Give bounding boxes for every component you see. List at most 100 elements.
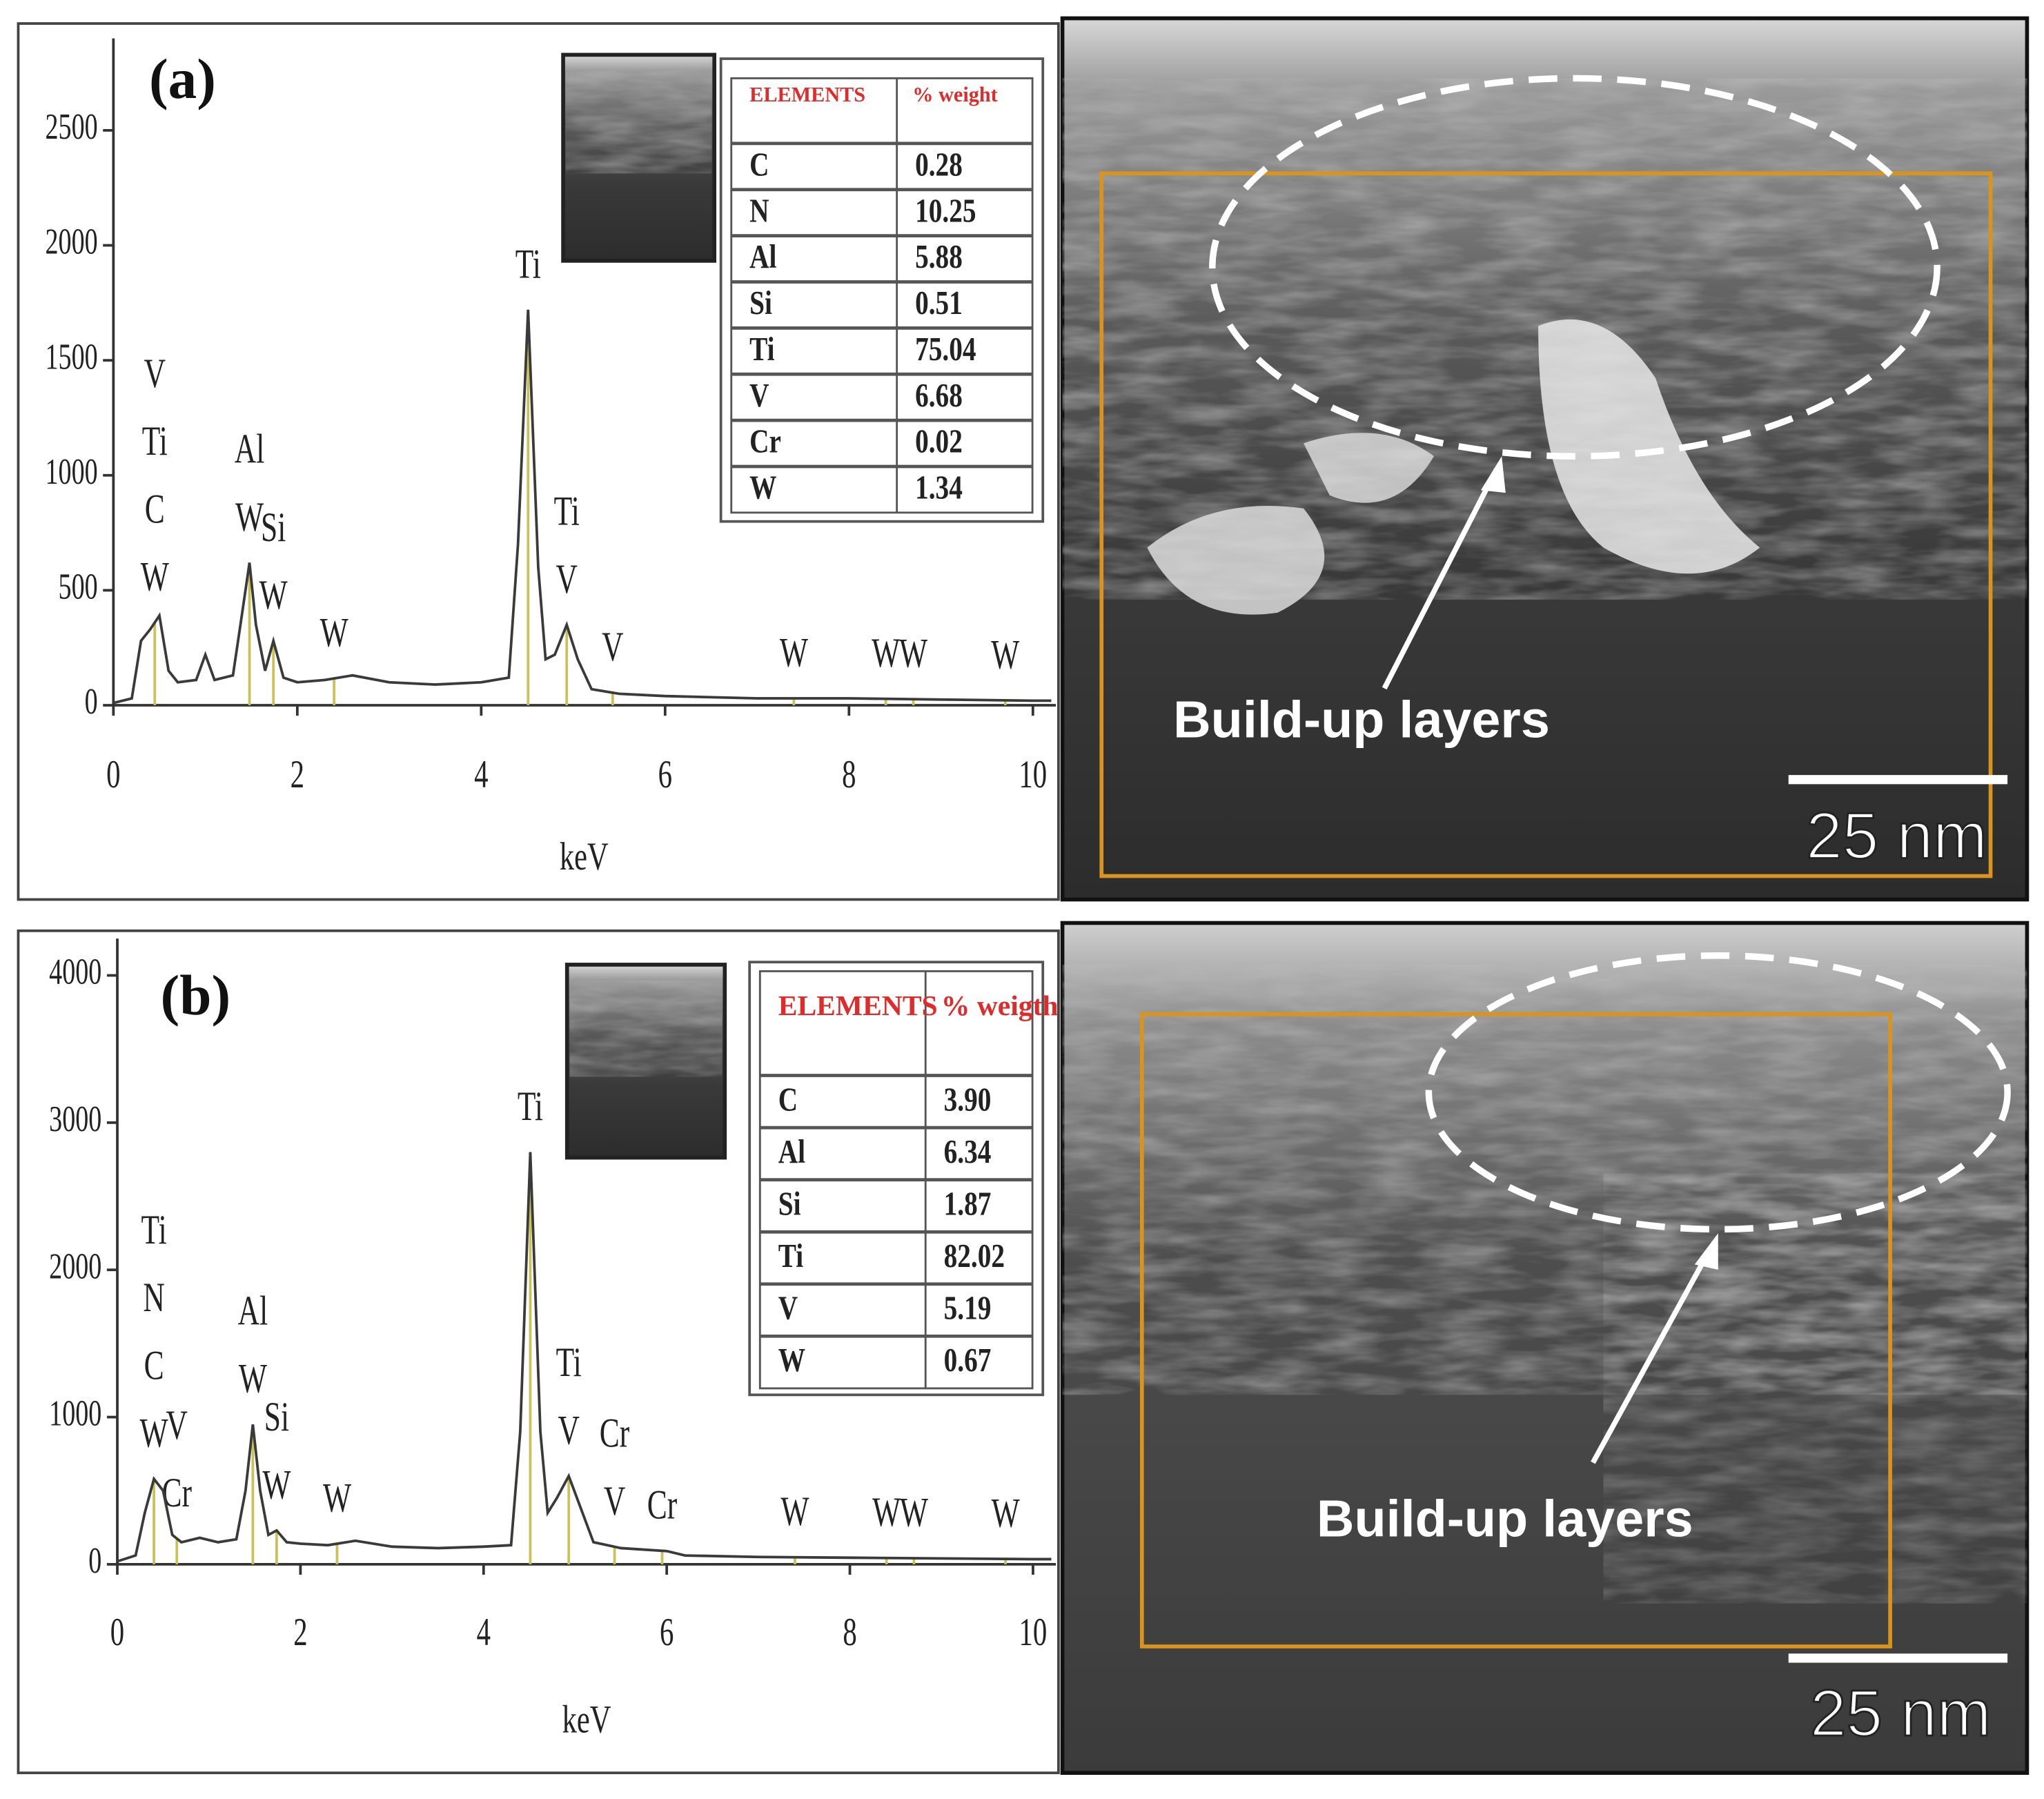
peak-label: W xyxy=(872,630,900,676)
table-cell: 75.04 xyxy=(915,330,976,368)
table-cell: 1.34 xyxy=(915,468,963,506)
y-tick-label: 0 xyxy=(85,681,98,722)
table-cell: V xyxy=(778,1289,798,1327)
peak-label: Cr xyxy=(647,1482,678,1528)
x-tick-label: 10 xyxy=(1019,1610,1048,1653)
peak-label: Ti xyxy=(142,418,168,464)
peak-label: W xyxy=(323,1475,351,1522)
peak-label: Ti xyxy=(518,1083,543,1130)
x-axis-label: keV xyxy=(562,1697,611,1740)
table-cell: V xyxy=(749,376,769,414)
arrow xyxy=(1382,468,1499,690)
peak-label: W xyxy=(992,1491,1020,1537)
peak-label: W xyxy=(780,1488,809,1535)
table-cell: Ti xyxy=(749,330,774,368)
panel-label: (b) xyxy=(161,963,231,1027)
table-frame xyxy=(719,57,1045,523)
y-tick-label: 500 xyxy=(59,566,98,607)
arrow-head xyxy=(1480,456,1506,493)
x-tick-label: 4 xyxy=(474,752,488,796)
peak-label: W xyxy=(320,610,348,656)
table-cell: Al xyxy=(778,1132,805,1170)
x-tick-label: 2 xyxy=(293,1610,307,1653)
peak-label: W xyxy=(900,1490,928,1536)
table-inner-frame xyxy=(730,77,1034,514)
x-tick-label: 8 xyxy=(843,1610,856,1653)
table-cell: 0.02 xyxy=(915,422,963,460)
peak-label: V xyxy=(602,624,623,670)
table-cell: 0.28 xyxy=(915,145,963,183)
peak-label: W xyxy=(141,554,169,600)
peak-label: Ti xyxy=(141,1207,167,1253)
peak-label: V xyxy=(558,1408,579,1454)
peak-label: V xyxy=(604,1478,625,1524)
peak-label: Al xyxy=(235,426,265,473)
highlight-ellipse xyxy=(1209,75,1940,460)
sem-texture xyxy=(1603,1173,2027,1604)
peak-label: Ti xyxy=(556,1339,582,1386)
x-tick-label: 2 xyxy=(291,752,304,796)
table-cell: 3.90 xyxy=(944,1080,992,1118)
y-tick-label: 2000 xyxy=(46,222,98,262)
peak-label: Cr xyxy=(600,1410,630,1457)
thumbnail-texture xyxy=(565,70,712,174)
peak-label: W xyxy=(262,1462,291,1508)
y-tick-label: 4000 xyxy=(49,952,101,992)
y-tick-label: 0 xyxy=(88,1540,101,1581)
table-cell: 1.87 xyxy=(944,1184,992,1222)
panel-label: (a) xyxy=(149,47,216,110)
peak-label: Ti xyxy=(554,489,580,535)
y-tick-label: 3000 xyxy=(49,1099,101,1139)
table-cell: Ti xyxy=(778,1237,803,1275)
y-tick-label: 1000 xyxy=(46,451,98,492)
table-cell: 5.19 xyxy=(944,1289,992,1327)
table-cell: W xyxy=(778,1341,805,1379)
arrow-head xyxy=(1694,1233,1718,1270)
peak-label: W xyxy=(259,572,288,618)
sem-bright-region xyxy=(1147,506,1325,615)
peak-label: Si xyxy=(261,504,286,551)
peak-label: W xyxy=(140,1410,168,1457)
x-tick-label: 8 xyxy=(842,752,856,796)
peak-label: V xyxy=(556,556,578,602)
selection-box xyxy=(1099,171,1993,878)
y-tick-label: 2000 xyxy=(49,1246,101,1286)
spectrum-line xyxy=(117,1152,1052,1563)
table-cell: Cr xyxy=(749,422,781,460)
table-cell: W xyxy=(749,468,776,506)
table-cell: Si xyxy=(749,284,772,322)
image-label: Build-up layers xyxy=(1317,1490,1693,1548)
arrow xyxy=(1591,1247,1713,1464)
peak-label: V xyxy=(144,351,166,397)
table-header: % weight xyxy=(912,83,997,106)
scale-bar-label: 25 nm xyxy=(1806,799,1987,872)
scale-bar-label: 25 nm xyxy=(1810,1677,1991,1750)
peak-label: C xyxy=(144,1343,164,1389)
sem-image-a: Build-up layers 25 nm xyxy=(1060,16,2030,902)
table-cell: Al xyxy=(749,237,776,275)
table-cell: 82.02 xyxy=(944,1237,1005,1275)
y-tick-label: 1000 xyxy=(49,1393,101,1434)
image-label: Build-up layers xyxy=(1173,691,1550,749)
table-cell: Si xyxy=(778,1184,801,1222)
table-cell: N xyxy=(749,191,769,229)
table-cell: 6.34 xyxy=(944,1132,992,1170)
y-tick-label: 1500 xyxy=(46,336,98,377)
peak-label: Si xyxy=(264,1394,289,1440)
sem-bright-region xyxy=(1304,433,1434,503)
table-cell: 5.88 xyxy=(915,237,963,275)
x-tick-label: 4 xyxy=(477,1610,491,1653)
sem-bright-region xyxy=(1538,319,1760,574)
x-tick-label: 6 xyxy=(660,1610,674,1653)
thumbnail-texture xyxy=(569,980,723,1077)
peak-label: W xyxy=(780,630,808,676)
table-cell: 6.68 xyxy=(915,376,963,414)
x-tick-label: 10 xyxy=(1019,752,1047,796)
x-tick-label: 0 xyxy=(110,1610,124,1653)
table-header: ELEMENTS xyxy=(749,83,865,106)
table-cell: 0.67 xyxy=(944,1341,992,1379)
peak-label: W xyxy=(235,494,264,540)
table-cell: 10.25 xyxy=(915,191,976,229)
table-cell: C xyxy=(778,1080,798,1118)
peak-label: N xyxy=(143,1275,164,1321)
